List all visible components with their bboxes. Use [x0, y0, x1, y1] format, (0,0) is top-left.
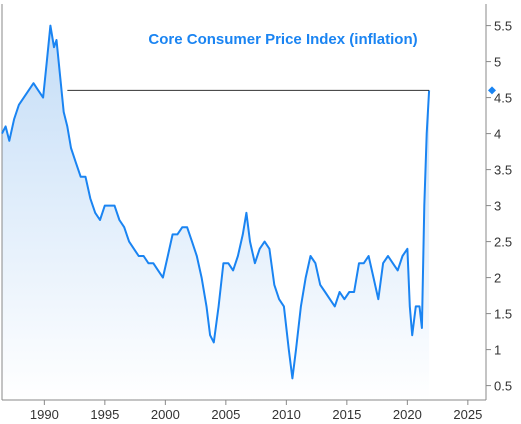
plot-frame: [1, 4, 487, 401]
y-tick-label: 4: [494, 127, 501, 142]
x-tick-label: 2010: [272, 407, 301, 422]
x-tick-label: 1995: [90, 407, 119, 422]
x-tick-label: 2005: [211, 407, 240, 422]
reference-line-layer: [67, 86, 496, 95]
series-area: [2, 25, 430, 400]
series-line: [1, 24, 431, 380]
y-tick-label: 5.5: [494, 19, 512, 34]
x-tick-label: 2020: [393, 407, 422, 422]
series-line-layer: [1, 24, 431, 380]
chart-title: Core Consumer Price Index (inflation): [148, 31, 417, 48]
x-tick-label: 1990: [30, 407, 59, 422]
x-tick-label: 2015: [332, 407, 361, 422]
y-tick-label: 5: [494, 55, 501, 70]
last-value-marker: [488, 86, 496, 95]
y-tick-label: 4.5: [494, 91, 512, 106]
y-axis: 0.5 1 1.5 2 2.5 3 3.5 4 4.5 5 5.5: [486, 19, 512, 394]
y-tick-label: 1.5: [494, 307, 512, 322]
x-tick-label: 2025: [453, 407, 482, 422]
area-fill-layer: [2, 25, 430, 400]
y-tick-label: 3: [494, 199, 501, 214]
y-tick-label: 3.5: [494, 163, 512, 178]
y-tick-label: 2.5: [494, 235, 512, 250]
x-axis: 1990 1995 2000 2005 2010 2015 2020 2025: [30, 400, 482, 422]
y-tick-label: 0.5: [494, 379, 512, 394]
x-tick-label: 2000: [151, 407, 180, 422]
y-tick-label: 1: [494, 343, 501, 358]
y-tick-label: 2: [494, 271, 501, 286]
